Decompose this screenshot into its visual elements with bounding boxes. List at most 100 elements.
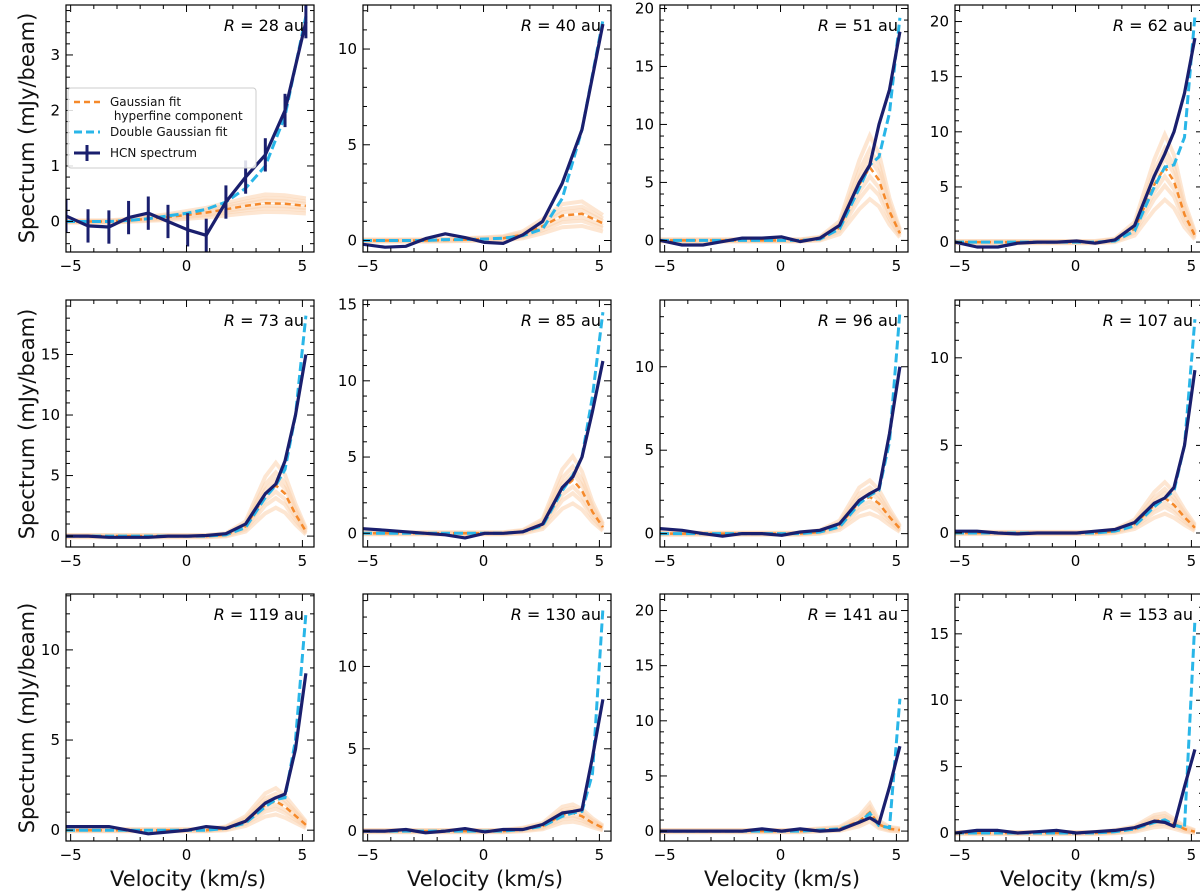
panel-8-gaussian-sample-2 — [955, 504, 1197, 536]
panel-6-ytick-label: 15 — [338, 296, 357, 314]
panel-4-frame — [954, 4, 1200, 253]
panel-3-radius-label: R = 51 au — [818, 16, 898, 35]
panel-1-ytick-label: 3 — [50, 46, 60, 64]
panel-9-hcn-line — [66, 673, 308, 836]
panel-4-xtick-label: 0 — [1071, 257, 1081, 275]
panel-11-xtick-label: 5 — [892, 846, 902, 864]
panel-10-hcn-line — [363, 699, 605, 835]
panel-5-xtick-label: 0 — [182, 552, 192, 570]
panel-5-gaussian-sample-1 — [66, 505, 308, 540]
panel-1-xtick-label: 0 — [182, 257, 192, 275]
panel-12-ytick-label: 0 — [939, 824, 949, 842]
panel-1-frame — [65, 4, 315, 253]
panel-10-double-gaussian-line — [363, 608, 605, 833]
panel-11-ytick-label: 20 — [635, 602, 654, 620]
panel-4-ytick-label: 5 — [939, 178, 949, 196]
panel-6-gaussian-sample-3 — [363, 483, 605, 536]
panel-2-frame — [362, 4, 612, 253]
ylabel-row-1: Spectrum (mJy/beam) — [15, 13, 39, 244]
panel-5-gaussian-sample-3 — [66, 489, 308, 539]
panel-6-gaussian-sample-2 — [363, 490, 605, 536]
panel-3-ytick-label: 0 — [644, 231, 654, 249]
panel-11-hcn-line — [660, 745, 902, 833]
panel-3-ytick-label: 20 — [635, 0, 654, 17]
panel-4-hcn-line — [955, 37, 1197, 249]
panel-4-radius-label: R = 62 au — [1113, 16, 1193, 35]
panel-11-ytick-label: 0 — [644, 822, 654, 840]
panel-4-ytick-label: 0 — [939, 233, 949, 251]
panel-2-hcn-line — [363, 23, 605, 249]
xlabel-col-2: Velocity (km/s) — [407, 867, 563, 891]
panel-12-ytick-label: 15 — [930, 625, 949, 643]
panel-8-radius-label: R = 107 au — [1103, 311, 1193, 330]
panel-6-xtick-label: 0 — [479, 552, 489, 570]
panel-7-ytick-label: 0 — [644, 525, 654, 543]
panel-11-xtick-label: 0 — [776, 846, 786, 864]
panel-12-xtick-label: 5 — [1187, 846, 1197, 864]
panel-7-ytick-label: 5 — [644, 441, 654, 459]
panel-3-xtick-label: −5 — [654, 257, 676, 275]
panel-3-hcn-line — [660, 31, 902, 247]
panel-6-ytick-label: 10 — [338, 372, 357, 390]
panel-4-plot-area — [955, 15, 1197, 249]
panel-7-gaussian-sample-2 — [660, 504, 902, 537]
panel-5-ytick-label: 5 — [50, 467, 60, 485]
panel-11-ytick-label: 10 — [635, 712, 654, 730]
panel-2-ytick-label: 10 — [338, 40, 357, 58]
panel-7-xtick-label: −5 — [654, 552, 676, 570]
panel-11-ytick-label: 5 — [644, 767, 654, 785]
panel-3-gaussian-sample-3 — [660, 173, 902, 243]
panel-5-plot-area — [66, 315, 308, 540]
panel-5-radius-label: R = 73 au — [224, 311, 304, 330]
panel-1-ytick-label: 2 — [50, 101, 60, 119]
panel-2-radius-label: R = 40 au — [521, 16, 601, 35]
panel-7-ytick-label: 10 — [635, 358, 654, 376]
panel-10-ytick-label: 0 — [347, 822, 357, 840]
legend: Gaussian fit hyperfine component Double … — [67, 87, 257, 169]
panel-2-plot-area — [363, 20, 605, 249]
panel-7-hcn-line — [660, 366, 902, 538]
panel-10-ytick-label: 5 — [347, 740, 357, 758]
panel-5-xtick-label: 5 — [298, 552, 308, 570]
panel-2-xtick-label: 0 — [479, 257, 489, 275]
panel-8-plot-area — [955, 319, 1197, 537]
panel-6-double-gaussian-line — [363, 312, 605, 535]
panel-7-double-gaussian-line — [660, 311, 902, 536]
panel-9-plot-area — [66, 613, 308, 836]
panel-5-hcn-line — [66, 354, 308, 539]
xlabel-col-1: Velocity (km/s) — [110, 867, 266, 891]
panel-2-xtick-label: 5 — [595, 257, 605, 275]
panel-12-plot-area — [955, 620, 1197, 837]
panel-10-xtick-label: 0 — [479, 846, 489, 864]
panel-9-ytick-label: 0 — [50, 821, 60, 839]
panel-7-xtick-label: 0 — [776, 552, 786, 570]
panel-6-radius-label: R = 85 au — [521, 311, 601, 330]
panel-10-xtick-label: 5 — [595, 846, 605, 864]
xlabel-col-3: Velocity (km/s) — [704, 867, 860, 891]
panel-12-ytick-label: 10 — [930, 691, 949, 709]
panel-7-xtick-label: 5 — [892, 552, 902, 570]
panel-3-plot-area — [660, 17, 902, 247]
panel-7-plot-area — [660, 311, 902, 538]
panel-10-plot-area — [363, 608, 605, 835]
panel-12-xtick-label: −5 — [949, 846, 971, 864]
ylabel-row-3: Spectrum (mJy/beam) — [15, 603, 39, 834]
panel-11-xtick-label: −5 — [654, 846, 676, 864]
panel-6-plot-area — [363, 312, 605, 540]
panel-6-hcn-line — [363, 360, 605, 540]
panel-9-xtick-label: 0 — [182, 846, 192, 864]
panel-6-xtick-label: 5 — [595, 552, 605, 570]
panel-8-xtick-label: 5 — [1187, 552, 1197, 570]
panel-3-gaussian-sample-4 — [660, 154, 902, 243]
panel-2-xtick-label: −5 — [357, 257, 379, 275]
panel-4-xtick-label: 5 — [1187, 257, 1197, 275]
panel-1: −5 0 5 0 1 2 3 R = 28 au — [50, 4, 315, 275]
